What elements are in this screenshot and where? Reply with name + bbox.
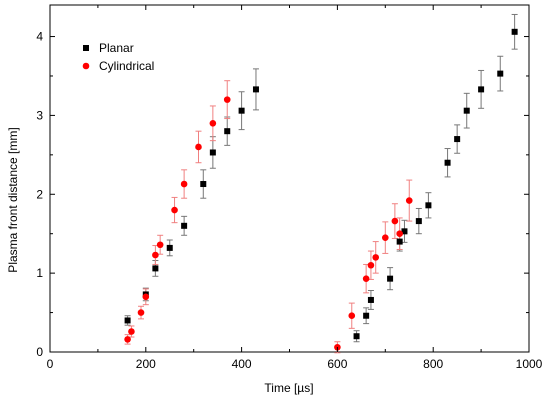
y-tick-label: 4 xyxy=(36,30,43,44)
data-point-planar xyxy=(209,149,216,156)
data-point-planar xyxy=(454,136,461,143)
data-point-cylindrical xyxy=(142,293,150,301)
data-point-cylindrical xyxy=(396,230,403,238)
plot-border xyxy=(49,4,530,353)
data-point-cylindrical xyxy=(152,251,159,259)
x-tick-label: 1000 xyxy=(516,357,543,371)
data-point-planar xyxy=(444,159,451,166)
y-tick-label: 3 xyxy=(36,108,43,122)
data-point-planar xyxy=(224,128,231,135)
data-point-cylindrical xyxy=(209,119,217,127)
data-point-planar xyxy=(152,265,159,272)
x-tick-label: 200 xyxy=(136,357,156,371)
x-tick-label: 600 xyxy=(327,357,347,371)
data-point-planar xyxy=(478,86,485,93)
data-point-cylindrical xyxy=(171,206,178,214)
data-point-planar xyxy=(353,333,360,340)
data-point-cylindrical xyxy=(124,336,131,343)
y-tick-label: 1 xyxy=(36,266,43,280)
data-point-planar xyxy=(124,317,131,324)
data-point-planar xyxy=(200,181,207,188)
data-point-planar xyxy=(363,312,370,319)
x-tick-label: 800 xyxy=(423,357,443,371)
data-point-cylindrical xyxy=(405,197,413,204)
data-point-planar xyxy=(425,202,432,209)
data-point-cylindrical xyxy=(180,180,188,188)
x-tick-label: 400 xyxy=(232,357,252,371)
data-point-cylindrical xyxy=(382,234,389,241)
data-point-planar xyxy=(497,70,504,77)
data-point-planar xyxy=(396,238,403,245)
data-point-cylindrical xyxy=(372,254,380,261)
data-point-cylindrical xyxy=(362,275,370,282)
data-point-planar xyxy=(181,222,188,229)
data-point-planar xyxy=(387,275,394,282)
data-point-cylindrical xyxy=(137,309,145,316)
data-markers xyxy=(124,28,518,351)
legend-marker-planar xyxy=(83,45,89,51)
data-point-cylindrical xyxy=(391,217,399,225)
x-axis-ticks: 0 200 400 600 800 1000 xyxy=(47,5,543,371)
data-point-planar xyxy=(401,228,408,235)
legend: Planar Cylindrical xyxy=(82,41,154,73)
data-point-cylindrical xyxy=(195,143,202,151)
y-axis-ticks: 0 1 2 3 4 xyxy=(36,30,529,359)
y-tick-label: 0 xyxy=(36,345,43,359)
data-point-cylindrical xyxy=(128,328,135,335)
data-point-cylindrical xyxy=(367,261,375,269)
data-point-planar xyxy=(511,28,518,35)
data-point-cylindrical xyxy=(348,312,356,320)
legend-label-cylindrical: Cylindrical xyxy=(99,59,154,73)
y-axis-title: Plasma front distance [mm] xyxy=(6,127,20,272)
data-point-planar xyxy=(463,107,470,114)
x-tick-label: 0 xyxy=(47,357,54,371)
y-tick-label: 2 xyxy=(36,187,43,201)
x-axis-title: Time [µs] xyxy=(264,381,313,395)
legend-marker-cylindrical xyxy=(82,62,90,70)
data-point-planar xyxy=(166,244,173,251)
data-point-cylindrical xyxy=(223,96,231,103)
data-point-planar xyxy=(238,107,245,114)
data-point-planar xyxy=(367,296,374,303)
data-point-planar xyxy=(415,218,422,225)
legend-label-planar: Planar xyxy=(99,41,134,55)
data-point-cylindrical xyxy=(156,241,164,249)
data-point-planar xyxy=(252,86,259,93)
plot-frame xyxy=(49,4,530,353)
